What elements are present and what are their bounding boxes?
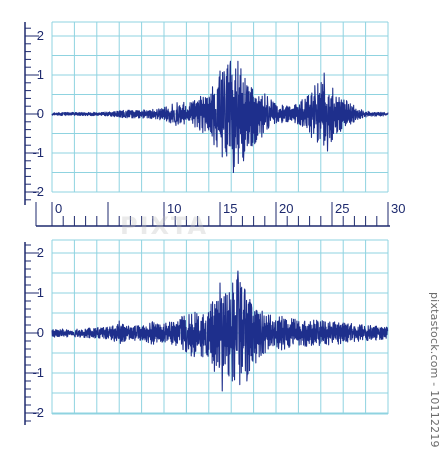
y-tick-label: 1	[37, 67, 44, 82]
y-tick-label: -1	[32, 365, 44, 380]
y-tick-label: 2	[37, 245, 44, 260]
x-tick-label: 25	[335, 201, 349, 216]
side-watermark: pixtastock.com - 10112219	[428, 292, 441, 448]
center-watermark: PIXTA	[120, 212, 209, 240]
x-tick-label: 15	[223, 201, 237, 216]
grid	[51, 239, 389, 415]
y-axis: 2 1 0 -1 -2	[24, 22, 44, 205]
waveform-line	[51, 270, 389, 392]
y-tick-label: -1	[32, 145, 44, 160]
x-tick-label: 10	[167, 201, 181, 216]
x-tick-label: 20	[279, 201, 293, 216]
waveform-line	[51, 60, 389, 174]
y-tick-label: 0	[37, 325, 44, 340]
y-axis: 2 1 0 -1 -2	[24, 242, 44, 425]
shared-time-axis: 0 10 15 20 25 30	[35, 201, 405, 227]
lower-seismogram-chart: 2 1 0 -1 -2	[24, 239, 389, 425]
y-tick-label: 1	[37, 285, 44, 300]
x-tick-label: 30	[391, 201, 405, 216]
y-tick-label: 2	[37, 28, 44, 43]
upper-seismogram-chart: 2 1 0 -1 -2	[24, 21, 389, 205]
y-tick-label: 0	[37, 106, 44, 121]
y-tick-label: -2	[32, 184, 44, 199]
y-tick-label: -2	[32, 405, 44, 420]
x-tick-label: 0	[55, 201, 62, 216]
